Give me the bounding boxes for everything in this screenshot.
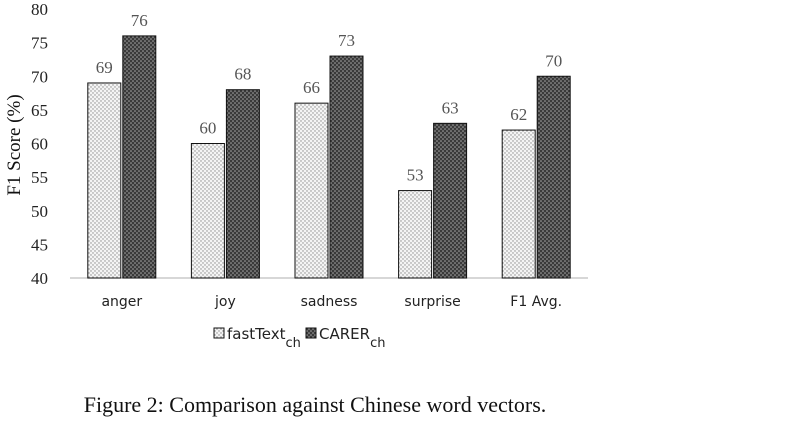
- data-label: 68: [234, 65, 251, 84]
- y-tick-label: 55: [31, 168, 48, 187]
- data-label: 69: [96, 58, 113, 77]
- y-tick-label: 45: [31, 235, 48, 254]
- legend-swatch-carer: [305, 327, 317, 339]
- bar-fasttext-joy: [190, 143, 225, 279]
- bar-carer-sadness: [329, 55, 364, 279]
- data-label: 60: [199, 119, 216, 138]
- category-label: anger: [101, 294, 142, 310]
- y-axis-label: F1 Score (%): [4, 94, 25, 195]
- bar-carer-anger: [122, 35, 157, 279]
- legend-entry-carer: CARERch: [319, 325, 385, 351]
- y-tick-label: 70: [31, 67, 48, 86]
- y-axis-ticks: 40 45 50 55 60 65 70 75 80: [31, 0, 48, 288]
- data-label: 53: [407, 166, 424, 185]
- y-tick-label: 75: [31, 34, 48, 53]
- bar-carer-surprise: [433, 122, 468, 279]
- bar-fasttext-f1-avg: [501, 129, 536, 279]
- figure-caption: Figure 2: Comparison against Chinese wor…: [83, 392, 547, 417]
- bars: [87, 35, 571, 279]
- category-label: F1 Avg.: [510, 294, 562, 310]
- data-labels: 69 76 60 68 66 73 53 63 62 70: [96, 11, 562, 185]
- y-tick-label: 65: [31, 101, 48, 120]
- legend: fastTextch CARERch: [213, 325, 385, 351]
- category-label: sadness: [301, 294, 358, 310]
- data-label: 63: [442, 98, 459, 117]
- bar-carer-f1-avg: [536, 75, 571, 279]
- bar-fasttext-anger: [87, 82, 122, 279]
- data-label: 76: [131, 11, 148, 30]
- data-label: 62: [510, 105, 527, 124]
- bar-fasttext-sadness: [294, 102, 329, 279]
- data-label: 66: [303, 78, 320, 97]
- legend-swatch-fasttext: [213, 327, 225, 339]
- bar-fasttext-surprise: [398, 190, 433, 279]
- data-label: 70: [545, 51, 562, 70]
- category-labels: anger joy sadness surprise F1 Avg.: [101, 294, 562, 310]
- category-label: surprise: [404, 294, 460, 310]
- y-tick-label: 50: [31, 202, 48, 221]
- y-tick-label: 80: [31, 0, 48, 19]
- y-tick-label: 60: [31, 135, 48, 154]
- bar-carer-joy: [225, 89, 260, 279]
- y-tick-label: 40: [31, 269, 48, 288]
- category-label: joy: [214, 294, 236, 310]
- legend-entry-fasttext: fastTextch: [227, 325, 301, 351]
- data-label: 73: [338, 31, 355, 50]
